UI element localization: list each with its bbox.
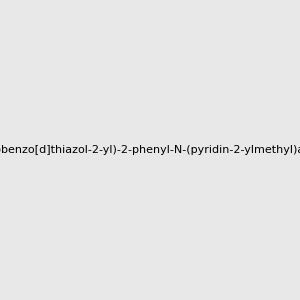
Text: N-(4-fluorobenzo[d]thiazol-2-yl)-2-phenyl-N-(pyridin-2-ylmethyl)acetamide: N-(4-fluorobenzo[d]thiazol-2-yl)-2-pheny… — [0, 145, 300, 155]
